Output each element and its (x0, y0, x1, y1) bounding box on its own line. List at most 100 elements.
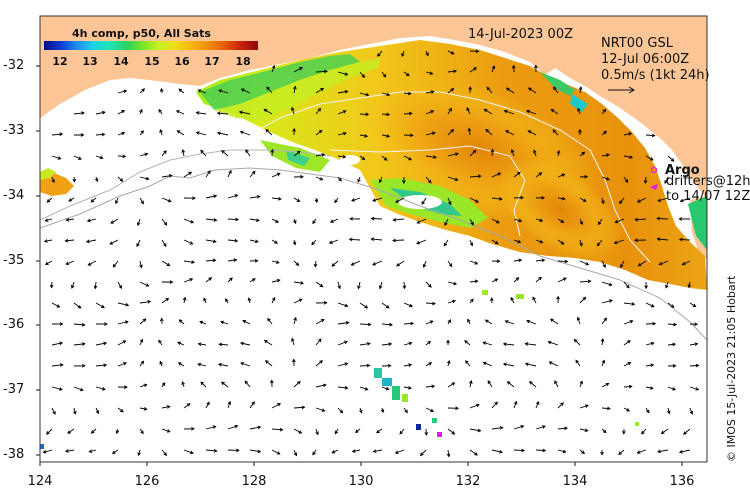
current-vector (271, 173, 281, 178)
current-vector-head (277, 403, 282, 407)
current-vector (659, 260, 669, 265)
current-vector-head (429, 71, 434, 75)
current-vector (447, 129, 454, 136)
current-vector (557, 239, 564, 245)
current-vector (73, 112, 85, 115)
current-vector (468, 128, 471, 136)
current-vector (637, 197, 647, 203)
current-vector-head (344, 362, 349, 366)
current-vector (337, 386, 348, 389)
current-vector-head (139, 108, 143, 113)
current-vector (359, 302, 368, 309)
current-vector (337, 341, 348, 346)
current-vector (447, 449, 450, 457)
current-vector-head (314, 199, 319, 204)
current-vector-head (489, 297, 494, 302)
current-vector (447, 281, 457, 285)
current-vector-head (112, 263, 117, 268)
current-vector-head (372, 262, 376, 266)
current-vector (667, 323, 677, 326)
current-vector (601, 299, 613, 304)
current-vector (293, 381, 301, 388)
current-vector (513, 259, 522, 262)
current-vector-head (93, 285, 98, 290)
current-vector (679, 238, 691, 241)
current-vector (425, 281, 432, 288)
current-vector-head (296, 198, 301, 202)
current-vector (376, 428, 383, 434)
current-vector-head (322, 383, 327, 388)
current-vector-head (43, 239, 48, 243)
current-vector-head (49, 284, 54, 289)
current-vector-head (494, 240, 499, 245)
current-vector-head (453, 69, 458, 74)
current-vector-head (256, 195, 261, 199)
current-vector-head (408, 363, 413, 367)
current-vector (615, 218, 625, 223)
current-vector-head (192, 196, 196, 200)
current-vector-head (163, 150, 167, 154)
current-vector-head (646, 409, 650, 414)
current-vector-head (139, 338, 144, 343)
current-vector (557, 260, 568, 263)
current-vector (371, 238, 383, 241)
current-vector (535, 218, 543, 222)
current-vector (447, 88, 454, 94)
current-vector-head (339, 409, 344, 414)
current-vector-head (482, 341, 487, 345)
current-vector (161, 175, 172, 178)
current-vector-head (52, 411, 56, 415)
current-vector (381, 71, 387, 78)
current-vector-head (221, 381, 225, 386)
current-vector-head (291, 337, 295, 342)
argo-float-marker (650, 166, 658, 174)
current-vector (513, 449, 525, 452)
current-vector-head (344, 340, 348, 345)
current-vector (271, 403, 281, 409)
current-vector-head (101, 110, 106, 115)
current-vector-head (182, 296, 187, 301)
current-vector (513, 239, 521, 243)
current-vector-head (383, 157, 388, 161)
current-vector-head (56, 304, 61, 308)
current-vector (623, 133, 632, 136)
current-vector-head (636, 199, 641, 203)
current-vector (597, 239, 603, 246)
current-vector-head (505, 130, 509, 134)
current-vector-head (123, 362, 127, 366)
current-vector-head (110, 220, 115, 224)
current-vector-head (392, 238, 396, 243)
current-vector-head (378, 285, 383, 290)
current-vector (291, 107, 295, 115)
current-vector-head (386, 112, 391, 117)
current-vector (491, 449, 503, 453)
current-vector-head (81, 111, 85, 115)
current-vector-head (450, 51, 455, 55)
current-vector-head (606, 406, 611, 411)
current-vector (293, 197, 300, 202)
current-vector (503, 363, 515, 367)
current-vector-head (298, 430, 303, 434)
current-vector-head (320, 318, 325, 323)
current-vector (139, 260, 142, 268)
current-vector (65, 449, 75, 452)
current-vector (112, 260, 119, 268)
current-vector (196, 131, 207, 136)
current-vector-head (430, 90, 435, 94)
current-vector (491, 65, 495, 73)
current-vector-head (425, 52, 429, 57)
current-vector (579, 86, 582, 94)
drifter-track-icon (650, 184, 658, 190)
current-vector-head (293, 85, 297, 90)
current-vector (266, 86, 273, 94)
current-vector (227, 194, 238, 199)
current-vector-head (245, 149, 249, 154)
current-vector (403, 364, 412, 367)
current-vector (359, 71, 365, 78)
current-vector (315, 360, 323, 367)
current-vector (351, 260, 361, 266)
current-vector-head (499, 449, 503, 454)
current-vector-head (553, 86, 557, 91)
current-vector-head (416, 240, 420, 245)
current-vector (51, 342, 63, 346)
